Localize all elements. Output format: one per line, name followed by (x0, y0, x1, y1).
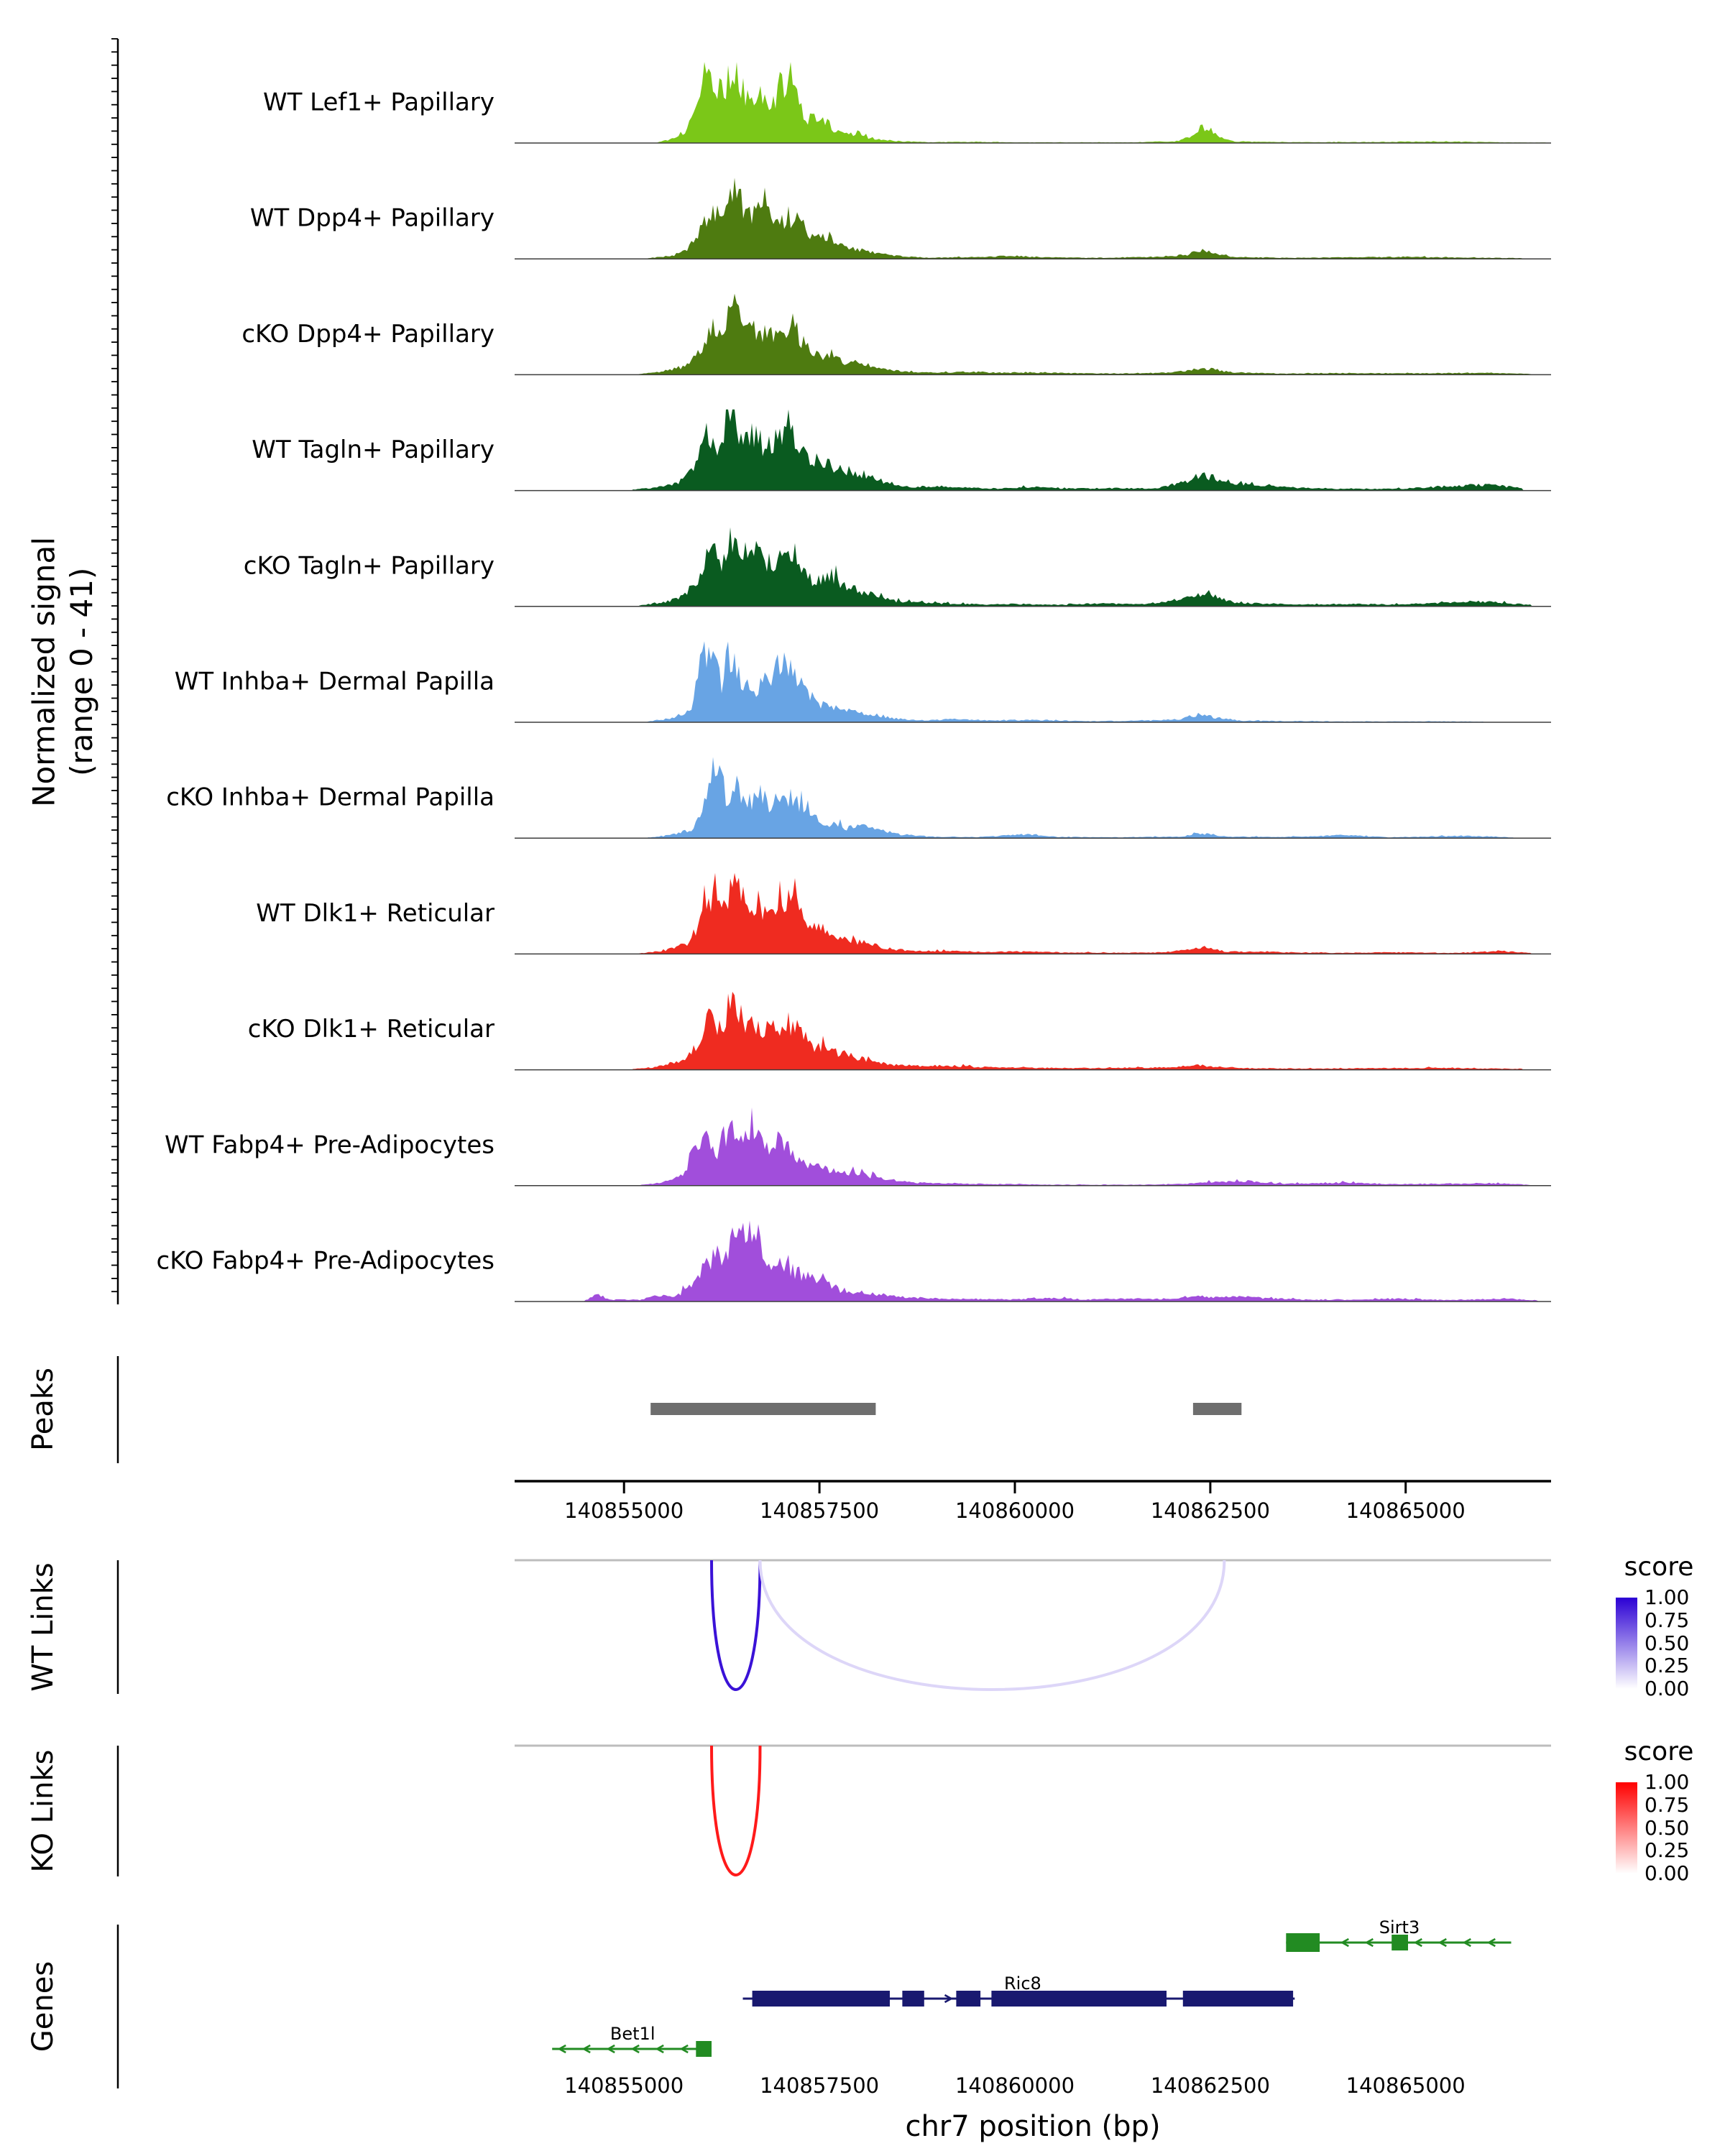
gene-exon (956, 1991, 981, 2007)
legend-tick-label: 0.50 (1644, 1631, 1690, 1655)
coverage-area (515, 757, 1551, 839)
ko-score-legend-ticks: 1.00 0.75 0.50 0.25 0.00 (1644, 1772, 1709, 1884)
gene-strand-chevron-icon (679, 2044, 689, 2054)
wt-score-legend-ticks: 1.00 0.75 0.50 0.25 0.00 (1644, 1588, 1709, 1699)
peak-bar (1192, 1403, 1242, 1415)
x-axis-tick-label: 140862500 (1151, 1498, 1270, 1523)
gene-strand-chevron-icon (557, 2044, 566, 2054)
gene-strand-chevron-icon (606, 2044, 615, 2054)
wt-link-arc (758, 1560, 1226, 1691)
x-axis-tick-label: 140857500 (760, 1498, 879, 1523)
x-axis-title: chr7 position (bp) (905, 2110, 1161, 2143)
wt-legend-title: score (1624, 1552, 1694, 1582)
x-axis-tick-label: 140865000 (1346, 1498, 1466, 1523)
coverage-area (515, 293, 1551, 375)
gene-strand-chevron-icon (581, 2044, 591, 2054)
gene-strand-chevron-icon (1438, 1938, 1447, 1948)
legend-tick-label: 1.00 (1644, 1770, 1690, 1794)
ko-link-arc (710, 1745, 762, 1876)
wt-links-section-label: WT Links (27, 1562, 60, 1692)
gene-exon (696, 2041, 712, 2057)
gene-strand-chevron-icon (1486, 1938, 1496, 1948)
gene-exon (1392, 1935, 1408, 1950)
ko-links-score-legend: score 1.00 0.75 0.50 0.25 0.00 (1616, 1737, 1709, 1884)
signal-axis-title: Normalized signal (range 0 - 41) (26, 537, 101, 807)
track-label: WT Fabp4+ Pre-Adipocytes (165, 1130, 494, 1159)
coverage-area (515, 178, 1551, 259)
gene-exon (752, 1991, 890, 2007)
gene-label: Sirt3 (1379, 1917, 1420, 1938)
gene-exon (991, 1991, 1167, 2007)
track-label: cKO Inhba+ Dermal Papilla (166, 783, 494, 812)
coverage-area (515, 641, 1551, 722)
track-label: cKO Fabp4+ Pre-Adipocytes (157, 1247, 495, 1276)
gene-exon (902, 1991, 924, 2007)
x-axis-tick-label: 140860000 (955, 1498, 1075, 1523)
legend-tick-label: 0.50 (1644, 1815, 1690, 1840)
x-axis-tick-label-bottom: 140857500 (760, 2073, 879, 2098)
track-label: cKO Dpp4+ Papillary (242, 320, 494, 349)
legend-tick-label: 0.00 (1644, 1677, 1690, 1700)
wt-links-score-legend: score 1.00 0.75 0.50 0.25 0.00 (1616, 1552, 1709, 1699)
coverage-area (515, 1220, 1551, 1302)
ko-legend-title: score (1624, 1737, 1694, 1766)
gene-strand-chevron-icon (944, 1994, 954, 2004)
gene-strand-chevron-icon (1462, 1938, 1471, 1948)
wt-link-arc (710, 1560, 762, 1691)
coverage-area (515, 872, 1551, 954)
gene-strand-chevron-icon (1340, 1938, 1349, 1948)
wt-score-gradient-bar (1616, 1598, 1637, 1689)
track-label: cKO Tagln+ Papillary (244, 551, 494, 580)
gene-exon (1286, 1933, 1320, 1952)
x-axis-tick-label: 140855000 (564, 1498, 684, 1523)
genes-section-label: Genes (27, 1961, 60, 2053)
track-label: WT Dlk1+ Reticular (256, 899, 494, 928)
signal-axis-title-line1: Normalized signal (26, 537, 62, 807)
ko-score-gradient-bar (1616, 1782, 1637, 1874)
coverage-area (515, 527, 1551, 607)
x-axis-tick-label-bottom: 140855000 (564, 2073, 684, 2098)
gene-strand-chevron-icon (655, 2044, 664, 2054)
coverage-area (515, 1107, 1551, 1186)
signal-axis-title-line2: (range 0 - 41) (64, 567, 99, 777)
legend-tick-label: 0.25 (1644, 1654, 1690, 1678)
track-label: WT Inhba+ Dermal Papilla (175, 668, 494, 696)
legend-tick-label: 1.00 (1644, 1585, 1690, 1609)
track-label: cKO Dlk1+ Reticular (248, 1015, 494, 1044)
legend-tick-label: 0.25 (1644, 1838, 1690, 1863)
x-axis-tick-label-bottom: 140865000 (1346, 2073, 1466, 2098)
track-label: WT Lef1+ Papillary (263, 88, 494, 117)
track-label: WT Dpp4+ Papillary (250, 204, 494, 233)
coverage-area (515, 992, 1551, 1070)
gene-exon (1182, 1991, 1294, 2007)
gene-label: Bet1l (610, 2024, 656, 2044)
peak-bar (650, 1403, 876, 1415)
gene-strand-chevron-icon (1364, 1938, 1374, 1948)
legend-tick-label: 0.75 (1644, 1608, 1690, 1632)
track-label: WT Tagln+ Papillary (252, 436, 494, 464)
coverage-area (515, 409, 1551, 491)
gene-label: Ric8 (1004, 1973, 1041, 1994)
ko-links-section-label: KO Links (27, 1749, 60, 1873)
x-axis-tick-label-bottom: 140862500 (1151, 2073, 1270, 2098)
x-axis-tick-label-bottom: 140860000 (955, 2073, 1075, 2098)
peaks-section-label: Peaks (27, 1368, 60, 1451)
legend-tick-label: 0.75 (1644, 1792, 1690, 1817)
gene-strand-chevron-icon (1413, 1938, 1422, 1948)
legend-tick-label: 0.00 (1644, 1861, 1690, 1885)
gene-strand-chevron-icon (630, 2044, 640, 2054)
coverage-area (515, 62, 1551, 143)
